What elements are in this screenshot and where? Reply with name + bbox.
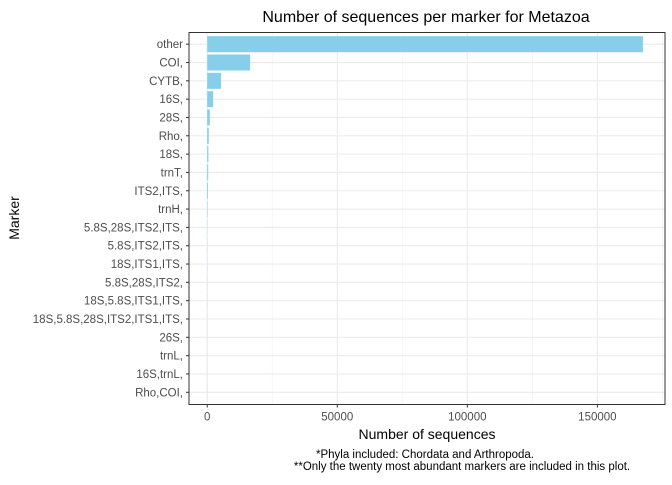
chart-caption: *Phyla included: Chordata and Arthropoda…	[294, 449, 630, 473]
y-tick-label: Rho,	[159, 131, 183, 143]
y-tick-label: CYTB,	[149, 76, 183, 88]
bar: other 167500	[207, 36, 643, 52]
bar: trnT, 380	[207, 164, 208, 180]
y-tick-label: 5.8S,ITS2,ITS,	[108, 241, 183, 253]
y-tick-label: 28S,	[159, 112, 183, 124]
y-tick-label: 18S,5.8S,ITS1,ITS,	[84, 296, 183, 308]
y-axis-tick-labels: other COI, CYTB, 16S, 28S, Rho, 18S, trnT, ITS2,…	[33, 39, 189, 399]
plot-panel-border	[189, 33, 665, 405]
x-tick-label: 0	[204, 412, 210, 424]
bar: 28S, 1000	[207, 109, 210, 125]
y-axis-title: Marker	[6, 196, 22, 240]
y-tick-label: 26S,	[159, 332, 183, 344]
y-tick-label: Rho,COI,	[135, 387, 183, 399]
bar: CYTB, 5300	[207, 73, 221, 89]
y-tick-label: COI,	[159, 58, 183, 70]
y-tick-label: 18S,	[159, 149, 183, 161]
bar: 16S, 2300	[207, 91, 213, 107]
x-axis-tick-labels: 0 50000 100000 150000	[204, 405, 617, 424]
y-tick-label: 16S,	[159, 94, 183, 106]
x-tick-label: 100000	[448, 412, 486, 424]
y-tick-label: trnT,	[161, 167, 183, 179]
bar: COI, 16500	[207, 55, 250, 71]
bar: ITS2,ITS, 300	[207, 183, 208, 199]
x-axis-title: Number of sequences	[359, 426, 496, 442]
bar: 18S, 450	[207, 146, 208, 162]
y-tick-label: other	[157, 39, 183, 51]
chart-title: Number of sequences per marker for Metaz…	[262, 9, 589, 26]
grid-layer	[189, 33, 665, 405]
caption-line: **Only the twenty most abundant markers …	[294, 461, 630, 473]
y-tick-label: 16S,trnL,	[136, 369, 183, 381]
caption-line: *Phyla included: Chordata and Arthropoda…	[316, 449, 534, 461]
y-tick-label: trnL,	[160, 351, 183, 363]
y-tick-label: ITS2,ITS,	[134, 186, 183, 198]
y-tick-label: 18S,5.8S,28S,ITS2,ITS1,ITS,	[33, 314, 183, 326]
y-tick-label: 5.8S,28S,ITS2,	[105, 277, 183, 289]
y-tick-label: 18S,ITS1,ITS,	[111, 259, 183, 271]
x-tick-label: 150000	[578, 412, 616, 424]
y-tick-label: 5.8S,28S,ITS2,ITS,	[84, 222, 183, 234]
x-tick-label: 50000	[321, 412, 353, 424]
bars-layer: other 167500 COI, 16500 CYTB, 5300 16S, 230…	[207, 36, 643, 400]
y-tick-label: trnH,	[158, 204, 183, 216]
bar: Rho, 600	[207, 128, 209, 144]
